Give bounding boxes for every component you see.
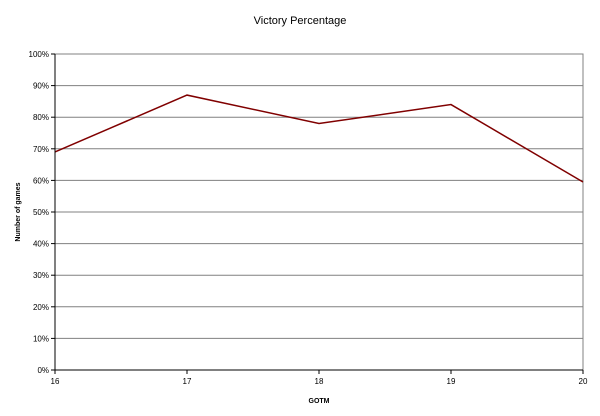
x-tick-label: 19: [447, 377, 456, 386]
y-tick-label: 70%: [33, 145, 49, 154]
x-tick-label: 20: [579, 377, 588, 386]
x-tick-label: 18: [315, 377, 324, 386]
y-tick-label: 50%: [33, 208, 49, 217]
series-group: [54, 94, 584, 183]
chart-title: Victory Percentage: [254, 15, 347, 27]
y-tick-label: 90%: [33, 82, 49, 91]
y-tick-label: 0%: [37, 366, 49, 375]
x-tick-label: 16: [51, 377, 60, 386]
y-axis-label: Number of games: [15, 182, 22, 241]
y-tick-label: 30%: [33, 271, 49, 280]
y-tick-label: 80%: [33, 113, 49, 122]
series-line-0: [54, 94, 584, 183]
y-tick-label: 40%: [33, 240, 49, 249]
x-axis-label: GOTM: [309, 398, 330, 405]
y-tick-label: 20%: [33, 303, 49, 312]
gridlines: [55, 53, 583, 339]
x-tick-labels: 16 17 18 19 20: [51, 370, 588, 386]
x-tick-label: 17: [183, 377, 192, 386]
y-tick-label: 10%: [33, 334, 49, 343]
y-tick-label: 100%: [29, 50, 49, 59]
y-tick-labels: 0% 10% 20% 30% 40% 50% 60% 70% 80% 90% 100%: [29, 50, 55, 375]
y-tick-label: 60%: [33, 176, 49, 185]
